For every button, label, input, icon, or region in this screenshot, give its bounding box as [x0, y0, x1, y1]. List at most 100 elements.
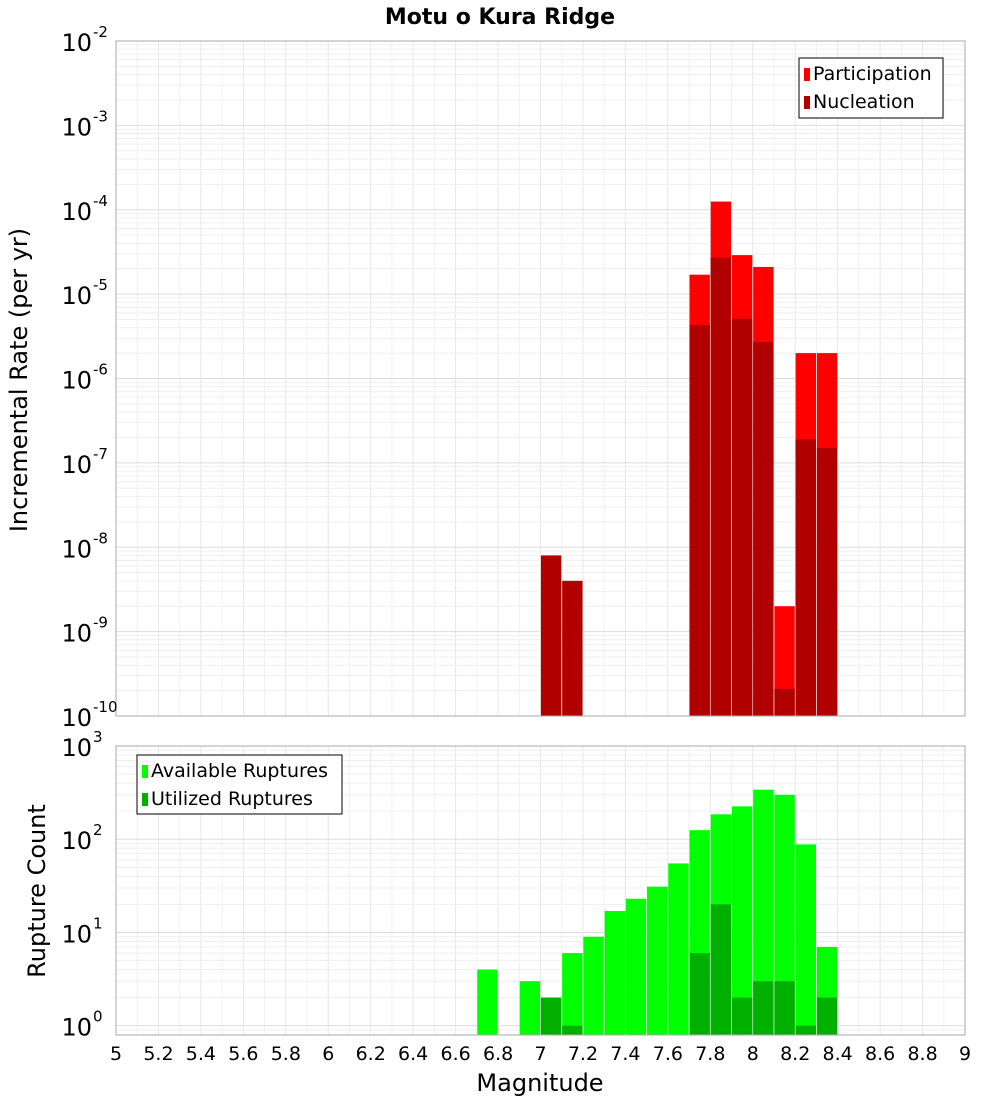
legend-box [136, 754, 343, 815]
x-tick-label: 5 [110, 1043, 122, 1065]
x-tick-label: 9 [959, 1043, 971, 1065]
y-tick-mantissa: 10 [61, 734, 92, 762]
bar-available [774, 794, 795, 1035]
x-tick-label: 8.4 [823, 1043, 853, 1065]
x-tick-label: 6.8 [483, 1043, 513, 1065]
y-tick-label: 10 0 [61, 1008, 102, 1042]
y-tick-label: 10 3 [61, 728, 102, 762]
chart-title: Motu o Kura Ridge [385, 5, 615, 30]
top-y-tick-labels: 10-210-310-410-510-610-710-810-910-10 [61, 23, 117, 732]
bar-nucleation [753, 342, 774, 716]
y-tick-mantissa: 10 [61, 535, 92, 563]
y-tick-exponent: 0 [93, 1008, 103, 1026]
y-tick-label: 10 -9 [61, 614, 108, 648]
bar-available [753, 789, 774, 1035]
x-tick-label: 5.8 [271, 1043, 301, 1065]
x-tick-labels: 5 5.2 5.4 5.6 5.8 6 6.2 6.4 6.6 6.8 7 7.2 7.4 7.6 7.8 8… [110, 1043, 971, 1065]
bar-available [668, 863, 689, 1035]
bar-nucleation [795, 439, 817, 716]
y-tick-label: 10 -6 [61, 361, 108, 395]
y-tick-mantissa: 10 [61, 1014, 92, 1042]
legend-swatch [142, 765, 148, 778]
top-legend: Participation Nucleation [798, 57, 944, 119]
bar-nucleation [710, 257, 732, 716]
x-tick-label: 6.4 [398, 1043, 428, 1065]
bar-available [604, 910, 625, 1035]
legend-box [798, 57, 944, 119]
x-tick-label: 7.2 [568, 1043, 598, 1065]
legend-label: Utilized Ruptures [151, 788, 313, 810]
x-tick-label: 5.4 [186, 1043, 216, 1065]
y-tick-mantissa: 10 [61, 920, 92, 948]
bar-utilized [816, 997, 838, 1035]
y-tick-exponent: -5 [93, 276, 108, 294]
legend-swatch [804, 68, 810, 81]
bottom-plot-border [115, 745, 966, 1036]
top-plot-border [115, 40, 966, 717]
y-tick-label: 10 2 [61, 821, 102, 855]
bar-utilized [689, 953, 710, 1035]
bar-nucleation [731, 318, 753, 716]
y-tick-exponent: -4 [93, 192, 108, 210]
y-tick-label: 10 -2 [61, 23, 108, 57]
y-tick-label: 10 -5 [61, 276, 108, 310]
y-tick-exponent: -2 [93, 23, 108, 41]
bar-available [477, 969, 498, 1035]
y-tick-label: 10 1 [61, 914, 102, 948]
top-grid [115, 41, 966, 717]
bar-nucleation [689, 325, 710, 716]
bar-utilized [540, 997, 562, 1035]
bar-nucleation [540, 555, 562, 716]
y-tick-mantissa: 10 [61, 29, 92, 57]
bar-utilized [753, 981, 774, 1035]
bottom-legend: Available Ruptures Utilized Ruptures [136, 754, 343, 815]
y-tick-label: 10 -10 [61, 698, 117, 732]
y-tick-mantissa: 10 [61, 367, 92, 395]
x-tick-label: 6.2 [356, 1043, 386, 1065]
bar-utilized [795, 1025, 817, 1035]
x-tick-label: 5.6 [228, 1043, 258, 1065]
y-tick-mantissa: 10 [61, 113, 92, 141]
x-tick-label: 7.8 [695, 1043, 725, 1065]
bar-utilized [774, 981, 795, 1035]
bar-available [625, 898, 647, 1035]
legend-swatch [142, 793, 148, 806]
bar-available [647, 886, 668, 1035]
y-tick-exponent: -8 [93, 529, 108, 547]
bottom-y-axis-label: Rupture Count [23, 804, 51, 978]
bar-available [519, 981, 541, 1035]
y-tick-label: 10 -4 [61, 192, 108, 226]
y-tick-exponent: -9 [93, 614, 108, 632]
x-tick-label: 8 [747, 1043, 759, 1065]
y-tick-mantissa: 10 [61, 198, 92, 226]
y-tick-exponent: -3 [93, 107, 108, 125]
legend-label: Participation [813, 63, 932, 85]
bar-available [795, 844, 817, 1035]
y-tick-label: 10 -7 [61, 445, 108, 479]
y-tick-mantissa: 10 [61, 282, 92, 310]
bottom-bars [477, 789, 838, 1035]
x-tick-label: 8.2 [780, 1043, 810, 1065]
bar-utilized [562, 1025, 583, 1035]
bar-nucleation [562, 580, 583, 716]
y-tick-mantissa: 10 [61, 451, 92, 479]
y-tick-exponent: -7 [93, 445, 108, 463]
x-tick-label: 7 [534, 1043, 546, 1065]
y-tick-exponent: 3 [93, 728, 103, 746]
y-tick-mantissa: 10 [61, 620, 92, 648]
y-tick-exponent: -10 [93, 698, 118, 716]
y-tick-exponent: 1 [93, 914, 103, 932]
bar-nucleation [816, 448, 838, 716]
x-tick-label: 8.8 [907, 1043, 937, 1065]
x-tick-label: 8.6 [865, 1043, 895, 1065]
y-tick-mantissa: 10 [61, 827, 92, 855]
x-tick-label: 6.6 [440, 1043, 470, 1065]
legend-swatch [804, 96, 810, 109]
top-y-axis-label: Incremental Rate (per yr) [5, 228, 33, 532]
bar-available [583, 936, 604, 1035]
bar-available [731, 806, 753, 1035]
legend-label: Nucleation [813, 91, 915, 113]
